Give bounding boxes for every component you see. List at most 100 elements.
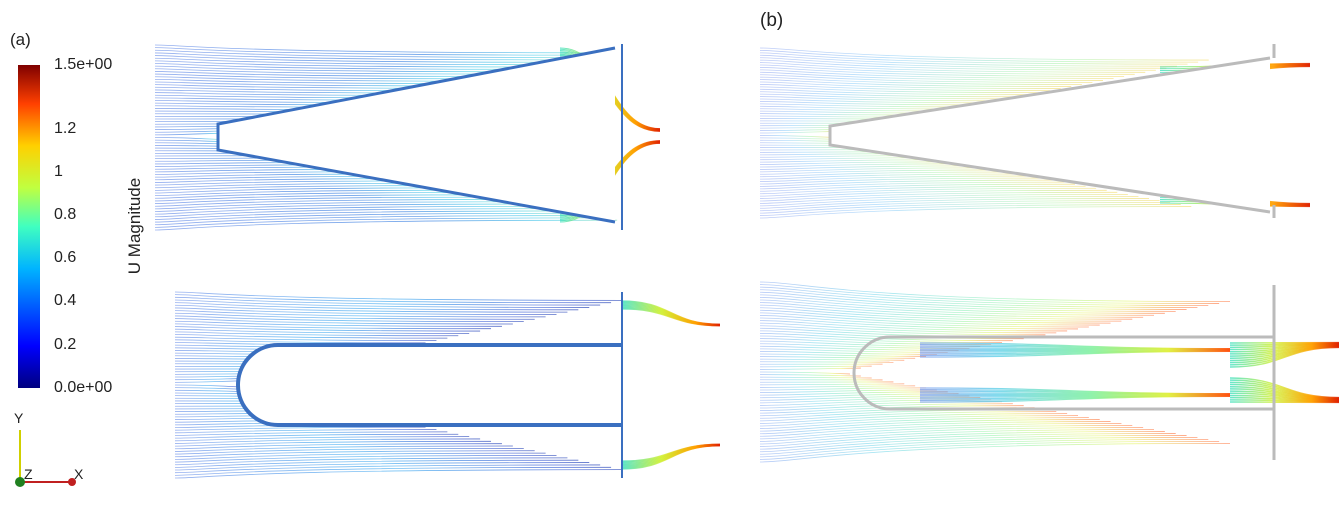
streamline	[759, 435, 1187, 453]
streamline	[759, 348, 948, 353]
streamline	[759, 294, 1176, 312]
streamline	[759, 165, 980, 170]
streamline	[759, 351, 937, 355]
streamline	[174, 296, 601, 306]
streamline	[174, 443, 502, 450]
streamline	[174, 312, 535, 320]
streamline	[174, 315, 524, 323]
streamline	[174, 440, 492, 447]
streamline	[154, 178, 413, 183]
streamline	[154, 219, 618, 231]
streamline	[759, 425, 1133, 440]
streamline	[759, 191, 1118, 202]
streamline	[174, 447, 524, 455]
streamline	[154, 208, 561, 218]
streamline	[154, 215, 595, 226]
streamline	[154, 68, 511, 75]
u-body	[236, 343, 622, 427]
streamline	[759, 415, 1079, 427]
streamline	[759, 135, 832, 138]
panel-label: (b)	[760, 10, 784, 31]
colorbar-tick-label: 0.2	[54, 336, 77, 353]
streamline	[759, 440, 1220, 460]
streamline	[174, 331, 459, 337]
colorbar-tick-label: 0.6	[54, 249, 77, 266]
colorbar	[18, 65, 40, 388]
streamline	[759, 291, 1187, 310]
streamline	[174, 433, 459, 439]
streamline	[154, 97, 386, 101]
streamline	[759, 93, 1008, 100]
streamline	[759, 103, 966, 108]
streamline	[154, 175, 402, 181]
streamline	[759, 419, 1100, 432]
streamline	[759, 59, 1156, 71]
streamline	[759, 185, 1086, 195]
streamline	[759, 289, 1198, 308]
streamline	[174, 299, 590, 308]
streamline	[759, 198, 1150, 209]
streamline	[759, 206, 1192, 219]
streamline	[154, 192, 482, 199]
streamline	[759, 204, 1181, 216]
streamline	[759, 333, 1013, 342]
streamline	[154, 199, 516, 207]
streamline	[759, 391, 948, 396]
streamline	[154, 92, 409, 96]
streamline	[154, 137, 221, 140]
streamline	[154, 180, 425, 186]
streamline	[174, 464, 601, 474]
streamline	[759, 374, 861, 377]
streamline	[174, 438, 481, 444]
streamline	[174, 469, 623, 479]
streamline	[154, 84, 443, 89]
streamline	[174, 457, 568, 466]
streamline	[174, 302, 579, 311]
triad-z	[15, 477, 25, 487]
streamline	[759, 356, 916, 359]
streamline	[759, 442, 1231, 463]
streamline	[759, 397, 981, 404]
streamline	[174, 426, 426, 431]
streamline	[759, 105, 955, 110]
streamline	[759, 367, 861, 370]
streamline	[759, 183, 1076, 192]
streamline	[154, 57, 557, 66]
streamline	[759, 71, 1103, 81]
streamline	[759, 304, 1133, 320]
colorbar-tick-label: 0.0e+00	[54, 379, 113, 396]
streamline	[759, 358, 905, 361]
streamline	[919, 395, 1231, 403]
streamline	[759, 383, 905, 386]
streamline	[154, 210, 572, 220]
streamline	[759, 179, 1054, 187]
streamline	[759, 353, 927, 357]
streamline	[759, 387, 927, 391]
streamline	[759, 110, 934, 114]
streamline	[174, 328, 470, 334]
streamline	[759, 181, 1065, 190]
streamline	[759, 130, 839, 134]
streamline	[154, 49, 591, 58]
streamline	[759, 417, 1089, 429]
streamline	[759, 438, 1209, 458]
streamline	[174, 384, 241, 388]
streamline	[174, 466, 612, 476]
streamline	[759, 286, 1209, 306]
streamline	[759, 177, 1044, 185]
streamline	[154, 187, 459, 194]
streamline	[174, 450, 535, 458]
streamline	[759, 325, 1046, 336]
streamline	[174, 336, 437, 341]
streamline	[154, 71, 500, 77]
colorbar-title: U Magnitude	[125, 177, 144, 275]
streamline	[174, 320, 502, 327]
streamline	[759, 175, 1033, 182]
streamline	[759, 69, 1114, 79]
streamline	[154, 65, 523, 73]
streamline	[759, 385, 916, 388]
streamline	[154, 86, 432, 91]
streamline	[759, 413, 1068, 424]
colorbar-tick-label: 1.5e+00	[54, 56, 113, 73]
streamline	[759, 67, 1125, 77]
